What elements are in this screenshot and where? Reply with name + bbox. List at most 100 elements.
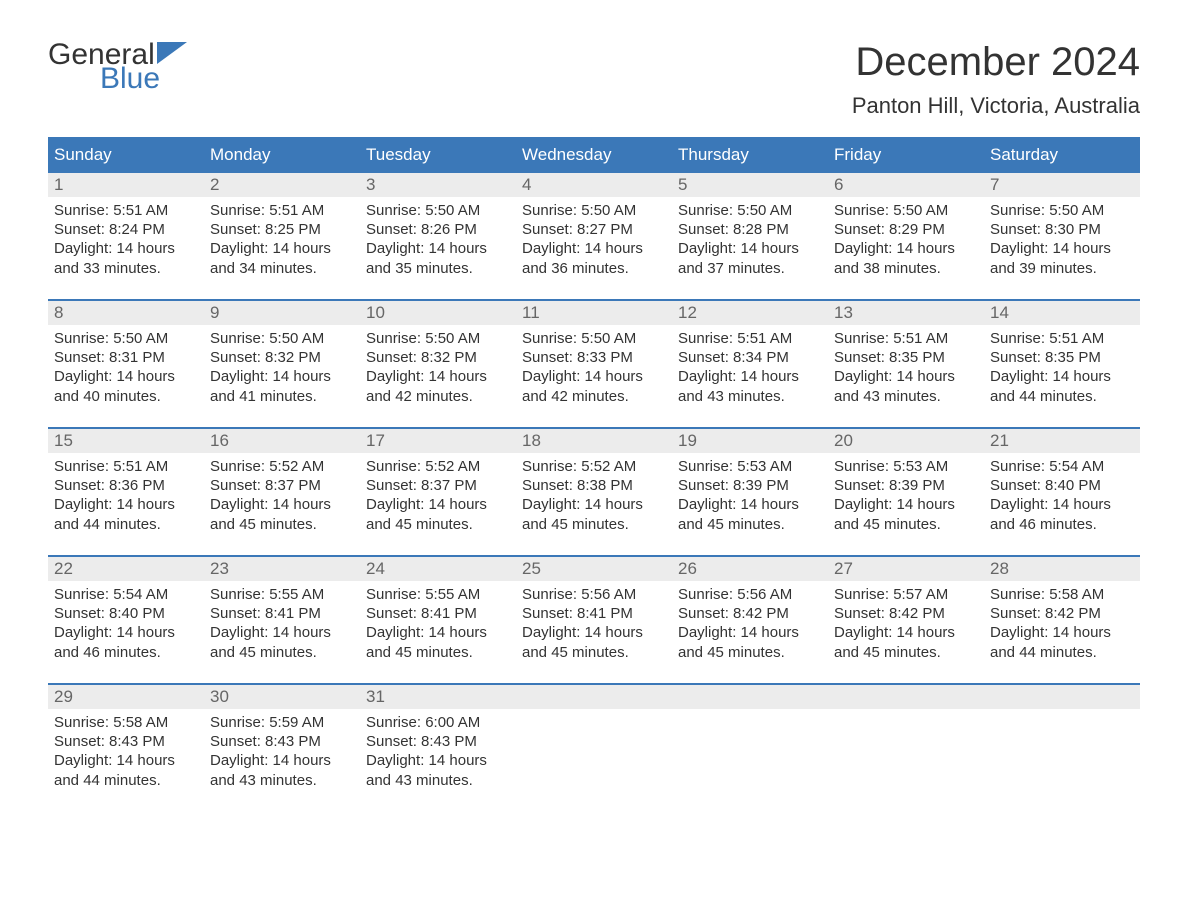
sunset-line: Sunset: 8:37 PM <box>366 476 510 495</box>
day-cell: 13Sunrise: 5:51 AMSunset: 8:35 PMDayligh… <box>828 301 984 427</box>
sunset-line: Sunset: 8:29 PM <box>834 220 978 239</box>
daylight-line: Daylight: 14 hours and 42 minutes. <box>522 367 666 405</box>
day-number: 1 <box>48 173 204 197</box>
day-cell: 1 Sunrise: 5:51 AMSunset: 8:24 PMDaylight… <box>48 173 204 299</box>
sunset-line: Sunset: 8:43 PM <box>54 732 198 751</box>
day-cell: 25Sunrise: 5:56 AMSunset: 8:41 PMDayligh… <box>516 557 672 683</box>
day-number <box>672 685 828 709</box>
day-data: Sunrise: 5:54 AMSunset: 8:40 PMDaylight:… <box>984 453 1140 540</box>
sunset-line: Sunset: 8:43 PM <box>210 732 354 751</box>
sunset-line: Sunset: 8:27 PM <box>522 220 666 239</box>
daylight-line: Daylight: 14 hours and 45 minutes. <box>522 495 666 533</box>
day-number: 18 <box>516 429 672 453</box>
day-number: 7 <box>984 173 1140 197</box>
sunset-line: Sunset: 8:40 PM <box>990 476 1134 495</box>
day-number-row: 5 <box>672 173 828 197</box>
daylight-line: Daylight: 14 hours and 33 minutes. <box>54 239 198 277</box>
daylight-line: Daylight: 14 hours and 44 minutes. <box>990 367 1134 405</box>
sunset-line: Sunset: 8:42 PM <box>834 604 978 623</box>
day-data: Sunrise: 5:57 AMSunset: 8:42 PMDaylight:… <box>828 581 984 668</box>
day-number: 31 <box>360 685 516 709</box>
day-cell: 27Sunrise: 5:57 AMSunset: 8:42 PMDayligh… <box>828 557 984 683</box>
day-data: Sunrise: 5:52 AMSunset: 8:37 PMDaylight:… <box>360 453 516 540</box>
day-number: 11 <box>516 301 672 325</box>
sunset-line: Sunset: 8:37 PM <box>210 476 354 495</box>
sunset-line: Sunset: 8:32 PM <box>210 348 354 367</box>
day-number-row: 11 <box>516 301 672 325</box>
sunset-line: Sunset: 8:41 PM <box>366 604 510 623</box>
sunrise-line: Sunrise: 5:50 AM <box>522 201 666 220</box>
daylight-line: Daylight: 14 hours and 45 minutes. <box>522 623 666 661</box>
sunset-line: Sunset: 8:40 PM <box>54 604 198 623</box>
day-cell: 14Sunrise: 5:51 AMSunset: 8:35 PMDayligh… <box>984 301 1140 427</box>
day-data: Sunrise: 5:50 AMSunset: 8:32 PMDaylight:… <box>204 325 360 412</box>
day-data: Sunrise: 5:50 AMSunset: 8:31 PMDaylight:… <box>48 325 204 412</box>
sunset-line: Sunset: 8:24 PM <box>54 220 198 239</box>
day-number: 13 <box>828 301 984 325</box>
sunrise-line: Sunrise: 5:51 AM <box>834 329 978 348</box>
sunset-line: Sunset: 8:28 PM <box>678 220 822 239</box>
day-number-row <box>672 685 828 709</box>
day-cell: 8Sunrise: 5:50 AMSunset: 8:31 PMDaylight… <box>48 301 204 427</box>
day-number: 17 <box>360 429 516 453</box>
sunrise-line: Sunrise: 5:57 AM <box>834 585 978 604</box>
daylight-line: Daylight: 14 hours and 45 minutes. <box>210 495 354 533</box>
day-cell: 15Sunrise: 5:51 AMSunset: 8:36 PMDayligh… <box>48 429 204 555</box>
day-number: 22 <box>48 557 204 581</box>
sunset-line: Sunset: 8:26 PM <box>366 220 510 239</box>
day-number: 12 <box>672 301 828 325</box>
day-data <box>984 709 1140 719</box>
day-header-fri: Friday <box>828 137 984 173</box>
sunrise-line: Sunrise: 5:50 AM <box>210 329 354 348</box>
day-cell: 18Sunrise: 5:52 AMSunset: 8:38 PMDayligh… <box>516 429 672 555</box>
day-cell: 4Sunrise: 5:50 AMSunset: 8:27 PMDaylight… <box>516 173 672 299</box>
daylight-line: Daylight: 14 hours and 39 minutes. <box>990 239 1134 277</box>
day-cell <box>828 685 984 811</box>
day-cell: 11Sunrise: 5:50 AMSunset: 8:33 PMDayligh… <box>516 301 672 427</box>
day-number: 14 <box>984 301 1140 325</box>
day-data: Sunrise: 5:53 AMSunset: 8:39 PMDaylight:… <box>828 453 984 540</box>
sunset-line: Sunset: 8:36 PM <box>54 476 198 495</box>
sunset-line: Sunset: 8:34 PM <box>678 348 822 367</box>
sunset-line: Sunset: 8:41 PM <box>522 604 666 623</box>
sunrise-line: Sunrise: 5:56 AM <box>678 585 822 604</box>
week-row: 22Sunrise: 5:54 AMSunset: 8:40 PMDayligh… <box>48 555 1140 683</box>
day-data: Sunrise: 5:50 AMSunset: 8:33 PMDaylight:… <box>516 325 672 412</box>
daylight-line: Daylight: 14 hours and 43 minutes. <box>678 367 822 405</box>
daylight-line: Daylight: 14 hours and 46 minutes. <box>990 495 1134 533</box>
day-data: Sunrise: 5:50 AMSunset: 8:27 PMDaylight:… <box>516 197 672 284</box>
day-number-row: 2 <box>204 173 360 197</box>
day-number: 15 <box>48 429 204 453</box>
day-number-row: 21 <box>984 429 1140 453</box>
day-cell: 12Sunrise: 5:51 AMSunset: 8:34 PMDayligh… <box>672 301 828 427</box>
day-cell: 9Sunrise: 5:50 AMSunset: 8:32 PMDaylight… <box>204 301 360 427</box>
logo-text-blue: Blue <box>100 64 187 94</box>
day-data <box>516 709 672 719</box>
day-cell <box>984 685 1140 811</box>
day-data: Sunrise: 5:51 AMSunset: 8:35 PMDaylight:… <box>984 325 1140 412</box>
day-cell: 19Sunrise: 5:53 AMSunset: 8:39 PMDayligh… <box>672 429 828 555</box>
daylight-line: Daylight: 14 hours and 43 minutes. <box>210 751 354 789</box>
sunrise-line: Sunrise: 5:50 AM <box>366 201 510 220</box>
day-number: 8 <box>48 301 204 325</box>
day-number-row: 12 <box>672 301 828 325</box>
day-data: Sunrise: 5:50 AMSunset: 8:28 PMDaylight:… <box>672 197 828 284</box>
day-number-row: 10 <box>360 301 516 325</box>
sunrise-line: Sunrise: 5:55 AM <box>366 585 510 604</box>
day-data: Sunrise: 5:50 AMSunset: 8:29 PMDaylight:… <box>828 197 984 284</box>
daylight-line: Daylight: 14 hours and 41 minutes. <box>210 367 354 405</box>
day-data: Sunrise: 5:51 AMSunset: 8:25 PMDaylight:… <box>204 197 360 284</box>
sunrise-line: Sunrise: 5:51 AM <box>54 201 198 220</box>
week-row: 1Sunrise: 5:51 AMSunset: 8:24 PMDaylight… <box>48 173 1140 299</box>
day-data: Sunrise: 5:53 AMSunset: 8:39 PMDaylight:… <box>672 453 828 540</box>
day-data: Sunrise: 5:55 AMSunset: 8:41 PMDaylight:… <box>360 581 516 668</box>
day-number-row: 30 <box>204 685 360 709</box>
day-number: 9 <box>204 301 360 325</box>
day-data: Sunrise: 5:51 AMSunset: 8:35 PMDaylight:… <box>828 325 984 412</box>
day-cell: 29Sunrise: 5:58 AMSunset: 8:43 PMDayligh… <box>48 685 204 811</box>
week-row: 8Sunrise: 5:50 AMSunset: 8:31 PMDaylight… <box>48 299 1140 427</box>
day-cell: 7Sunrise: 5:50 AMSunset: 8:30 PMDaylight… <box>984 173 1140 299</box>
day-cell: 10Sunrise: 5:50 AMSunset: 8:32 PMDayligh… <box>360 301 516 427</box>
day-cell: 26Sunrise: 5:56 AMSunset: 8:42 PMDayligh… <box>672 557 828 683</box>
day-number: 20 <box>828 429 984 453</box>
